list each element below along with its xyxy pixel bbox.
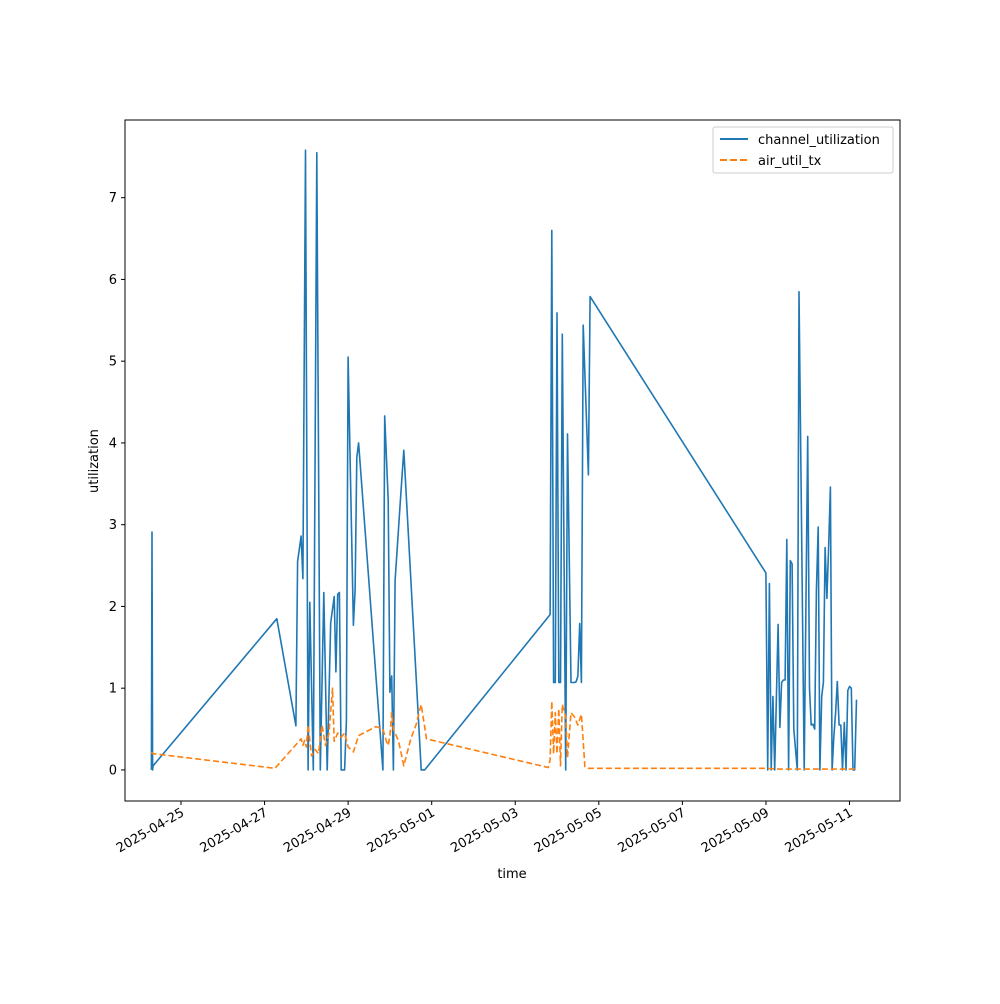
y-axis-label: utilization: [87, 429, 102, 493]
y-tick-label: 4: [109, 436, 117, 451]
y-tick-label: 7: [109, 191, 117, 206]
y-tick-label: 5: [109, 355, 117, 370]
y-tick-label: 6: [109, 273, 117, 288]
legend: channel_utilization air_util_tx: [712, 126, 894, 174]
y-tick-label: 3: [109, 518, 117, 533]
series-line-channel-utilization: [150, 149, 858, 771]
series-line-air-util-tx: [150, 687, 857, 770]
y-axis: 0 1 2 3 4 5 6 7: [109, 191, 125, 778]
plot-frame: [124, 119, 901, 802]
legend-box: [712, 126, 894, 174]
plot-lines: [150, 149, 858, 771]
x-axis-label: time: [497, 867, 526, 882]
y-tick-label: 1: [109, 682, 117, 697]
legend-label-channel-utilization: channel_utilization: [758, 133, 880, 148]
y-tick-label: 2: [109, 600, 117, 615]
legend-label-air-util-tx: air_util_tx: [758, 154, 822, 169]
y-tick-label: 0: [109, 763, 117, 778]
